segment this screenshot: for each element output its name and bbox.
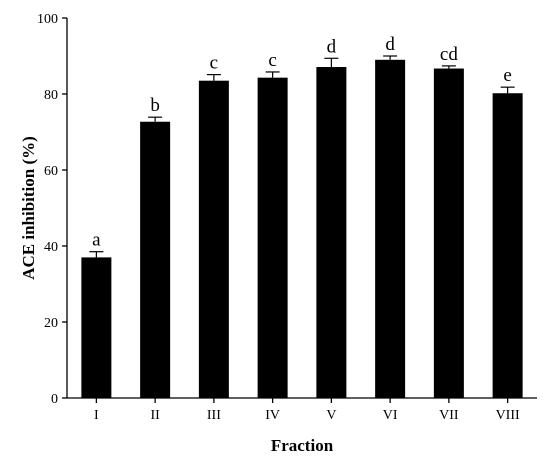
x-tick-label-IV: IV — [265, 408, 280, 423]
y-tick-label-80: 80 — [44, 88, 58, 103]
x-tick-label-II: II — [150, 408, 160, 423]
x-tick-label-VIII: VIII — [496, 408, 520, 423]
significance-label-VII: cd — [440, 44, 458, 65]
bar-VI — [375, 59, 406, 399]
x-tick-label-I: I — [94, 408, 99, 423]
bar-III — [198, 80, 229, 398]
significance-label-VIII: e — [503, 65, 511, 86]
y-tick-label-40: 40 — [44, 240, 58, 255]
significance-label-VI: d — [385, 34, 395, 55]
x-axis-title: Fraction — [271, 436, 334, 455]
bar-VIII — [492, 93, 523, 399]
y-tick-label-0: 0 — [51, 392, 58, 407]
significance-label-I: a — [92, 230, 101, 251]
bar-V — [316, 67, 347, 399]
significance-label-II: b — [150, 95, 160, 116]
significance-label-III: c — [210, 53, 218, 74]
bar-II — [140, 121, 171, 399]
x-tick-label-III: III — [207, 408, 221, 423]
bars-layer: abc cd d cde — [81, 34, 523, 399]
bar-I — [81, 257, 112, 398]
y-tick-label-60: 60 — [44, 164, 58, 179]
y-tick-label-20: 20 — [44, 316, 58, 331]
y-axis-title: ACE inhibition (%) — [19, 136, 38, 280]
significance-label-IV: c — [268, 50, 276, 71]
bar-IV — [257, 77, 288, 398]
y-tick-label-100: 100 — [37, 12, 58, 27]
x-tick-label-VI: VI — [383, 408, 398, 423]
significance-label-V: d — [327, 36, 337, 57]
x-tick-label-V: V — [326, 408, 336, 423]
bar-VII — [433, 68, 464, 398]
x-tick-label-VII: VII — [439, 408, 459, 423]
